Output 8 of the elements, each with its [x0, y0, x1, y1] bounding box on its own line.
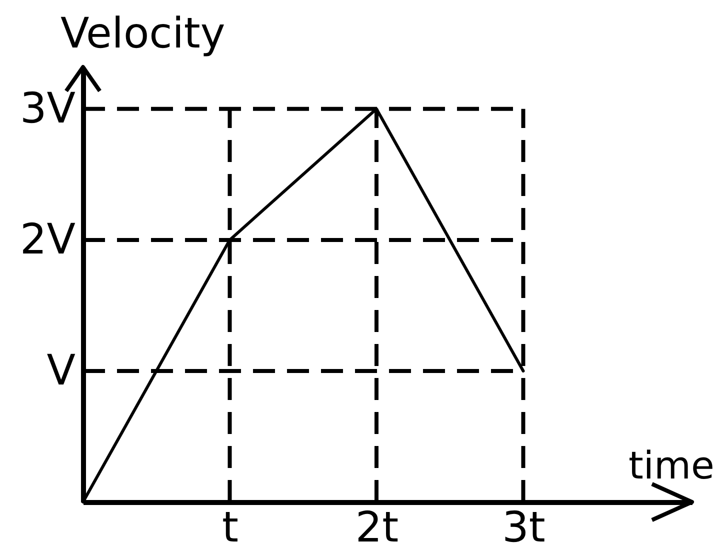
x-axis-title: time: [628, 444, 714, 488]
y-tick-label: 2V: [20, 214, 76, 264]
x-tick-label: 2t: [355, 502, 399, 552]
y-tick-label: 3V: [20, 83, 76, 132]
y-axis-title: Velocity: [60, 8, 226, 58]
x-tick-label: 3t: [502, 502, 546, 552]
x-tick-label: t: [222, 502, 238, 552]
y-tick-label: V: [46, 345, 76, 394]
